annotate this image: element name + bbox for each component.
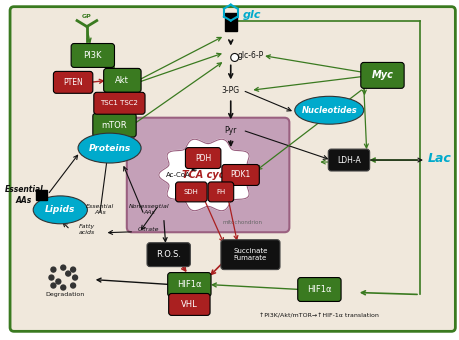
Polygon shape xyxy=(158,139,257,211)
Text: TSC1 TSC2: TSC1 TSC2 xyxy=(100,100,138,106)
FancyBboxPatch shape xyxy=(360,63,403,88)
Text: HIF1α: HIF1α xyxy=(307,285,331,294)
Text: ↑PI3K/Akt/mTOR→↑HIF-1α translation: ↑PI3K/Akt/mTOR→↑HIF-1α translation xyxy=(259,313,379,318)
Text: LDH-A: LDH-A xyxy=(336,155,360,165)
Text: 3-PG: 3-PG xyxy=(221,86,239,95)
Text: SDH: SDH xyxy=(184,189,198,195)
Ellipse shape xyxy=(78,133,141,163)
Ellipse shape xyxy=(294,96,363,124)
FancyBboxPatch shape xyxy=(36,190,47,200)
FancyBboxPatch shape xyxy=(71,44,114,67)
Text: Proteins: Proteins xyxy=(88,143,130,153)
Ellipse shape xyxy=(33,196,87,224)
Circle shape xyxy=(51,283,56,288)
Text: TCA cycle: TCA cycle xyxy=(181,170,234,180)
FancyBboxPatch shape xyxy=(93,113,136,137)
FancyBboxPatch shape xyxy=(103,68,141,92)
Text: R.O.S.: R.O.S. xyxy=(156,250,181,259)
Text: PDK1: PDK1 xyxy=(230,170,250,180)
Text: mTOR: mTOR xyxy=(101,121,127,130)
FancyBboxPatch shape xyxy=(94,92,145,114)
Text: Pyr: Pyr xyxy=(224,126,236,135)
FancyBboxPatch shape xyxy=(207,182,233,202)
Circle shape xyxy=(71,283,75,288)
FancyBboxPatch shape xyxy=(10,7,454,332)
Text: Degradation: Degradation xyxy=(45,292,84,297)
FancyBboxPatch shape xyxy=(175,182,207,202)
FancyBboxPatch shape xyxy=(221,165,259,185)
Circle shape xyxy=(61,265,66,270)
Text: Ac-CoA: Ac-CoA xyxy=(166,172,190,178)
Text: mitochondrion: mitochondrion xyxy=(222,220,262,225)
FancyBboxPatch shape xyxy=(224,13,236,31)
FancyBboxPatch shape xyxy=(185,148,220,169)
Text: Fatty
acids: Fatty acids xyxy=(78,224,95,235)
Circle shape xyxy=(71,267,75,272)
Text: PI3K: PI3K xyxy=(84,51,102,60)
Text: HIF1α: HIF1α xyxy=(177,280,201,289)
FancyBboxPatch shape xyxy=(147,243,190,267)
Text: Lac: Lac xyxy=(427,152,451,165)
Text: Myc: Myc xyxy=(371,70,392,80)
Text: glc: glc xyxy=(242,10,261,20)
Circle shape xyxy=(66,271,71,276)
Circle shape xyxy=(230,53,238,62)
Text: Essential
AAs: Essential AAs xyxy=(85,204,113,215)
Text: glc-6-P: glc-6-P xyxy=(237,51,263,60)
Text: Citrate: Citrate xyxy=(138,227,159,232)
Circle shape xyxy=(56,279,61,284)
Text: Succinate
Fumarate: Succinate Fumarate xyxy=(233,248,267,261)
Text: Nonessential
AAs: Nonessential AAs xyxy=(129,204,169,215)
Circle shape xyxy=(51,267,56,272)
Text: GP: GP xyxy=(82,14,92,19)
FancyBboxPatch shape xyxy=(220,240,280,270)
Text: Nucleotides: Nucleotides xyxy=(301,106,356,115)
FancyBboxPatch shape xyxy=(168,293,210,316)
Circle shape xyxy=(73,275,78,280)
FancyBboxPatch shape xyxy=(53,71,93,93)
FancyBboxPatch shape xyxy=(328,149,369,171)
Text: Lipids: Lipids xyxy=(45,205,75,214)
Text: VHL: VHL xyxy=(180,300,197,309)
Text: Akt: Akt xyxy=(115,76,129,85)
FancyBboxPatch shape xyxy=(168,273,211,296)
FancyBboxPatch shape xyxy=(297,277,340,302)
Text: O₂: O₂ xyxy=(224,255,237,265)
FancyBboxPatch shape xyxy=(127,118,289,232)
Circle shape xyxy=(61,285,66,290)
Circle shape xyxy=(49,275,54,280)
Text: FH: FH xyxy=(216,189,225,195)
Text: PTEN: PTEN xyxy=(63,78,83,87)
Text: Essential
AAs: Essential AAs xyxy=(5,185,43,205)
Text: PDH: PDH xyxy=(195,154,211,163)
